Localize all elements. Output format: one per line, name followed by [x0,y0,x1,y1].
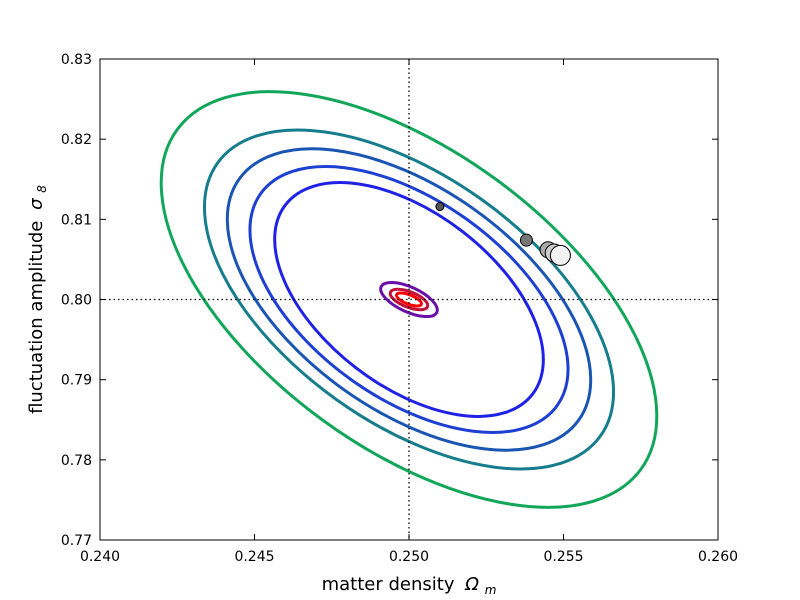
y-tick-label-1: 0.78 [61,453,92,469]
x-tick-label-1: 0.245 [234,549,274,565]
contour-4 [273,181,545,418]
reference-lines [100,59,718,540]
x-axis-label-sub: m [485,583,497,597]
y-tick-label-3: 0.80 [61,293,92,309]
y-axis-label: fluctuation amplitude σ 8 [26,185,49,414]
contour-3 [248,165,570,434]
contour-5 [379,280,439,319]
x-tick-label-2: 0.250 [389,549,429,565]
contour-6 [388,287,430,312]
x-axis-label-symbol: Ω [464,574,479,595]
x-axis-label-text: matter density [322,574,455,595]
y-tick-label-6: 0.83 [61,52,92,68]
y-tick-label-2: 0.79 [61,373,92,389]
marker-layer [435,202,571,266]
marker-point-1 [519,233,533,247]
x-tick-label-4: 0.260 [698,549,738,565]
contour-7 [395,291,423,308]
y-tick-label-5: 0.82 [61,132,92,148]
y-axis-label-sub: 8 [35,185,49,193]
x-tick-label-3: 0.255 [543,549,583,565]
x-tick-label-0: 0.240 [80,549,120,565]
contour-layer [159,90,659,509]
y-tick-label-4: 0.81 [61,212,92,228]
y-tick-label-0: 0.77 [61,533,92,549]
y-axis-label-text: fluctuation amplitude [26,221,47,414]
x-axis-label: matter density Ω m [322,574,497,597]
marker-point-0 [435,202,445,212]
tick-layer: 0.240 0.245 0.250 0.255 0.260 0.77 0.78 0.79 0.8… [61,52,738,565]
contour-1 [202,128,616,471]
y-axis-label-symbol: σ [26,198,47,210]
contour-0 [159,90,659,509]
contour-2 [225,147,593,452]
marker-point-4 [549,244,571,266]
